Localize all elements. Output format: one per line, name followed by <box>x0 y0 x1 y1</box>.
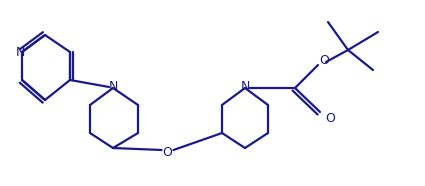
Text: O: O <box>162 147 173 160</box>
Text: O: O <box>319 54 329 67</box>
Text: N: N <box>240 79 249 92</box>
Text: O: O <box>325 111 335 124</box>
Text: N: N <box>15 46 25 59</box>
Text: N: N <box>108 79 118 92</box>
